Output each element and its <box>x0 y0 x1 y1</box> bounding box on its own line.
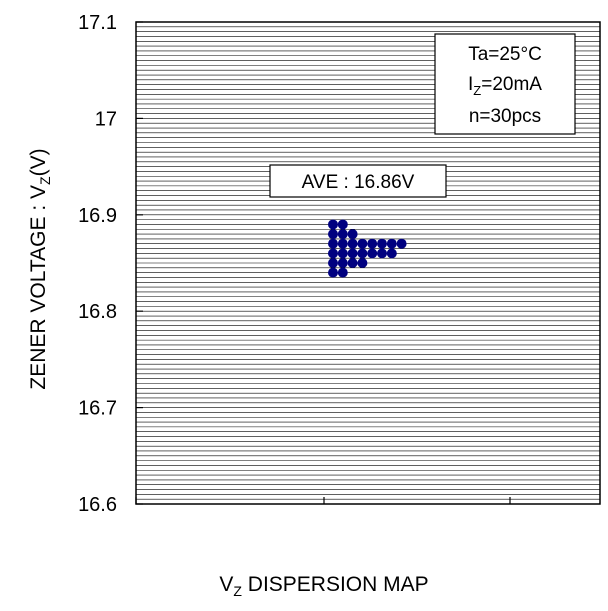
y-tick-label: 17 <box>95 108 117 130</box>
y-axis-title-subscript: Z <box>37 176 53 185</box>
y-tick-label: 16.9 <box>78 205 117 227</box>
x-axis-title-subscript: Z <box>233 583 242 599</box>
x-axis-ticks <box>135 497 511 504</box>
data-point <box>396 238 407 249</box>
data-point <box>386 238 397 249</box>
data-point <box>337 238 348 249</box>
data-point <box>357 258 368 268</box>
data-point <box>367 238 378 249</box>
y-axis-tick-labels: 17.1 17 16.9 16.8 16.7 16.6 <box>78 12 143 516</box>
plot-area <box>135 21 601 505</box>
data-point <box>328 238 338 249</box>
data-point <box>337 229 348 240</box>
data-point <box>328 267 338 278</box>
x-axis-title: VZ DISPERSION MAP <box>219 573 428 599</box>
condition-temperature: Ta=25°C <box>468 44 542 65</box>
data-point <box>347 229 358 240</box>
y-axis-title: ZENER VOLTAGE : VZ(V) <box>27 148 53 389</box>
data-point <box>377 238 387 249</box>
y-tick-label: 17.1 <box>78 12 117 34</box>
condition-current: IZ=20mA <box>468 74 542 98</box>
data-point <box>367 248 378 259</box>
data-point <box>337 248 348 259</box>
data-point <box>377 248 387 259</box>
data-point <box>347 238 358 249</box>
data-points <box>328 219 407 278</box>
data-point <box>347 248 358 259</box>
data-point <box>347 258 358 268</box>
gridlines <box>136 26 600 500</box>
data-point <box>337 219 348 230</box>
conditions-box: Ta=25°C IZ=20mA n=30pcs <box>434 33 576 135</box>
condition-sample-count: n=30pcs <box>469 106 541 127</box>
average-label: AVE : 16.86V <box>302 172 415 193</box>
data-point <box>357 248 368 259</box>
data-point <box>337 258 348 268</box>
average-annotation: AVE : 16.86V <box>269 164 447 198</box>
y-tick-label: 16.6 <box>78 494 117 516</box>
y-tick-label: 16.7 <box>78 398 117 420</box>
data-point <box>328 248 338 259</box>
data-point <box>328 219 338 230</box>
data-point <box>328 229 338 240</box>
y-tick-label: 16.8 <box>78 301 117 323</box>
data-point <box>357 238 368 249</box>
data-point <box>328 258 338 268</box>
data-point <box>386 248 397 259</box>
data-point <box>337 267 348 278</box>
